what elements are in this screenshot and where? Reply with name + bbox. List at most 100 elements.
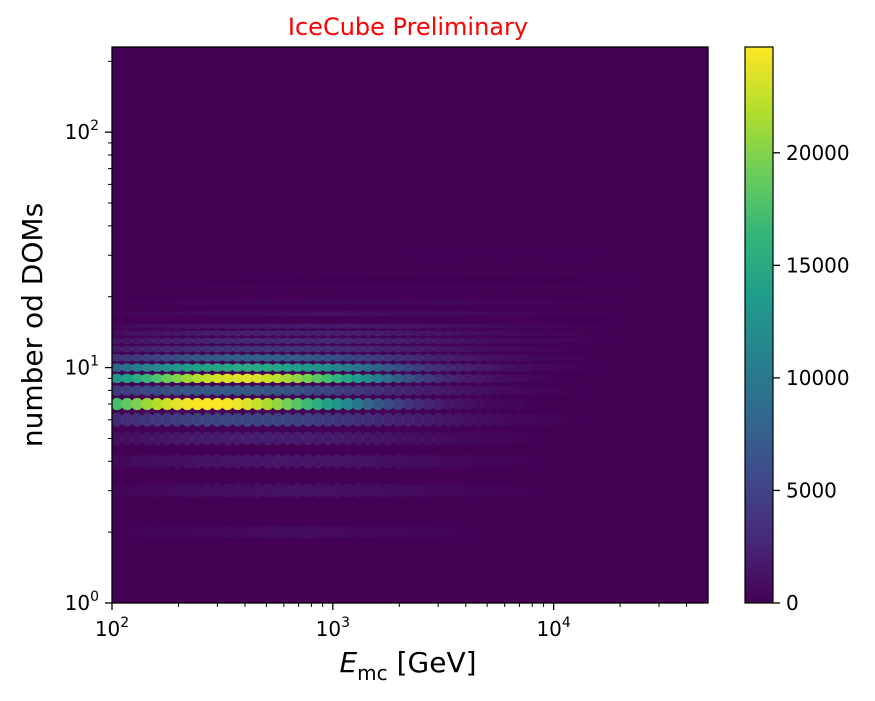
heatmap-cell	[191, 345, 204, 353]
heatmap-cell	[171, 363, 184, 372]
heatmap-cell	[120, 412, 134, 427]
heatmap-cell	[130, 525, 144, 540]
heatmap-cell	[482, 353, 495, 362]
heatmap-cell	[251, 310, 264, 316]
heatmap-cell	[492, 385, 505, 396]
heatmap-cell	[351, 353, 365, 362]
heatmap-cell	[241, 431, 254, 446]
heatmap-cell	[321, 483, 335, 498]
heatmap-cell	[221, 337, 234, 345]
heatmap-cell	[261, 373, 274, 384]
heatmap-cell	[130, 330, 144, 337]
heatmap-cell	[301, 483, 314, 498]
heatmap-cell	[271, 431, 284, 446]
heatmap-cell	[301, 330, 314, 337]
heatmap-cell	[321, 284, 335, 290]
heatmap-cell	[431, 299, 445, 305]
heatmap-cell	[442, 252, 455, 258]
heatmap-cell	[472, 397, 485, 411]
heatmap-cell	[261, 337, 274, 345]
heatmap-cell	[361, 271, 375, 277]
heatmap-cell	[331, 363, 345, 372]
heatmap-cell	[181, 284, 194, 290]
heatmap-cell	[301, 271, 314, 277]
heatmap-cell	[241, 310, 254, 316]
heatmap-cell	[150, 330, 164, 337]
heatmap-cell	[221, 412, 234, 427]
heatmap-cell	[442, 330, 455, 337]
heatmap-cell	[351, 454, 365, 469]
heatmap-cell	[351, 525, 365, 540]
heatmap-cell	[391, 310, 405, 316]
heatmap-cell	[140, 353, 154, 362]
heatmap-cell	[150, 353, 164, 362]
heatmap-cell	[311, 310, 324, 316]
heatmap-cell	[281, 271, 294, 277]
heatmap-cell	[130, 323, 144, 329]
heatmap-cell	[191, 397, 204, 411]
heatmap-cell	[562, 271, 575, 277]
heatmap-cell	[582, 299, 596, 305]
heatmap-cell	[311, 271, 324, 277]
heatmap-cell	[391, 483, 405, 498]
heatmap-cell	[271, 337, 284, 345]
heatmap-cell	[562, 299, 575, 305]
heatmap-cell	[391, 454, 405, 469]
heatmap-cell	[281, 299, 294, 305]
colorbar-tick-label: 0	[786, 591, 799, 615]
heatmap-cell	[301, 337, 314, 345]
heatmap-cell	[572, 345, 585, 353]
heatmap-cell	[421, 385, 435, 396]
heatmap-cell	[452, 299, 465, 305]
heatmap-cell	[502, 337, 515, 345]
heatmap-cell	[351, 310, 365, 316]
heatmap-cell	[291, 397, 304, 411]
band-ndoms-12	[112, 345, 596, 353]
y-tick-label: 100	[65, 589, 99, 615]
heatmap-cell	[381, 525, 395, 540]
heatmap-cell	[301, 353, 314, 362]
heatmap-cell	[442, 412, 455, 427]
heatmap-cell	[130, 373, 144, 384]
heatmap-cell	[421, 483, 435, 498]
heatmap-cell	[281, 337, 294, 345]
heatmap-cell	[291, 363, 304, 372]
heatmap-cell	[201, 483, 214, 498]
heatmap-cell	[572, 353, 585, 362]
heatmap-cell	[211, 299, 224, 305]
heatmap-cell	[321, 397, 335, 411]
y-tick-label: 102	[65, 118, 99, 144]
heatmap-cell	[261, 483, 274, 498]
heatmap-cell	[191, 431, 204, 446]
heatmap-cell	[150, 397, 164, 411]
heatmap-cell	[261, 525, 274, 540]
heatmap-cell	[532, 310, 545, 316]
heatmap-cell	[492, 431, 505, 446]
heatmap-cell	[512, 363, 525, 372]
heatmap-cell	[431, 412, 445, 427]
band-ndoms-30	[391, 252, 616, 258]
heatmap-cell	[140, 397, 154, 411]
heatmap-cell	[130, 385, 144, 396]
heatmap-cell	[221, 284, 234, 290]
heatmap-cell	[472, 385, 485, 396]
heatmap-bands	[112, 252, 636, 540]
heatmap-cell	[181, 353, 194, 362]
heatmap-cell	[522, 483, 535, 498]
heatmap-cell	[462, 363, 475, 372]
heatmap-cell	[552, 284, 565, 290]
heatmap-cell	[271, 353, 284, 362]
heatmap-cell	[291, 345, 304, 353]
x-tick-label: 104	[536, 615, 570, 641]
heatmap-cell	[442, 431, 455, 446]
heatmap-cell	[231, 330, 244, 337]
heatmap-cell	[291, 525, 304, 540]
heatmap-cell	[140, 363, 154, 372]
heatmap-cell	[331, 271, 345, 277]
heatmap-cell	[311, 373, 324, 384]
y-tick-label: 101	[65, 354, 99, 380]
band-ndoms-11	[112, 353, 596, 362]
heatmap-cell	[130, 299, 144, 305]
heatmap-cell	[562, 330, 575, 337]
